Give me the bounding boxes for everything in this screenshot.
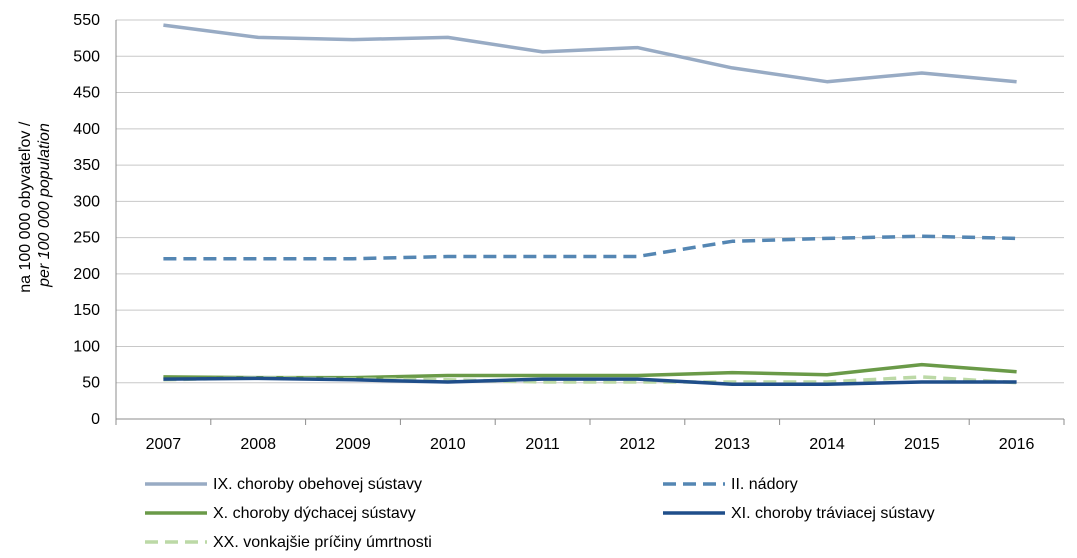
legend-label: IX. choroby obehovej sústavy (213, 476, 422, 493)
series-line-2 (163, 234, 1017, 261)
x-tick-label: 2015 (904, 436, 940, 453)
y-tick-label: 300 (73, 193, 100, 210)
x-tick-label: 2011 (525, 436, 560, 453)
y-axis-title-line2: per 100 000 population (36, 123, 53, 288)
x-tick-label: 2010 (430, 436, 466, 453)
legend-label: II. nádory (731, 476, 798, 493)
x-tick-label: 2012 (620, 436, 656, 453)
y-tick-label: 150 (73, 302, 100, 319)
x-tick-label: 2007 (146, 436, 182, 453)
legend-label: XX. vonkajšie príčiny úmrtnosti (213, 534, 432, 551)
y-tick-label: 500 (73, 48, 100, 65)
y-axis-title: na 100 000 obyvateľov / per 100 000 popu… (17, 117, 53, 292)
y-axis-title-line1: na 100 000 obyvateľov / (17, 121, 34, 293)
y-axis-ticks: 0 50 100 150 200 250 300 350 400 450 500 550 (73, 12, 100, 428)
x-tick-label: 2014 (809, 436, 845, 453)
series-line-4 (163, 376, 1017, 386)
y-tick-label: 200 (73, 266, 100, 283)
legend-label: X. choroby dýchacej sústavy (213, 505, 416, 522)
y-tick-label: 400 (73, 121, 100, 138)
y-tick-label: 350 (73, 157, 100, 174)
y-tick-label: 0 (91, 411, 100, 428)
series-line-3 (163, 362, 1017, 380)
x-tick-label: 2016 (999, 436, 1035, 453)
x-axis: 2007 2008 2009 2010 2011 2012 2013 2014 2015 2016 (115, 20, 1065, 453)
series-line-1 (163, 23, 1017, 84)
y-tick-label: 50 (82, 375, 100, 392)
x-tick-label: 2013 (714, 436, 750, 453)
gridlines (116, 19, 1064, 420)
series-lines (163, 23, 1017, 386)
y-tick-label: 100 (73, 338, 100, 355)
y-tick-label: 450 (73, 85, 100, 102)
y-tick-label: 250 (73, 230, 100, 247)
x-tick-label: 2008 (240, 436, 276, 453)
legend-label: XI. choroby tráviacej sústavy (731, 505, 935, 522)
y-tick-label: 550 (73, 12, 100, 29)
x-tick-label: 2009 (335, 436, 371, 453)
legend: IX. choroby obehovej sústavy II. nádory X.… (145, 476, 935, 551)
